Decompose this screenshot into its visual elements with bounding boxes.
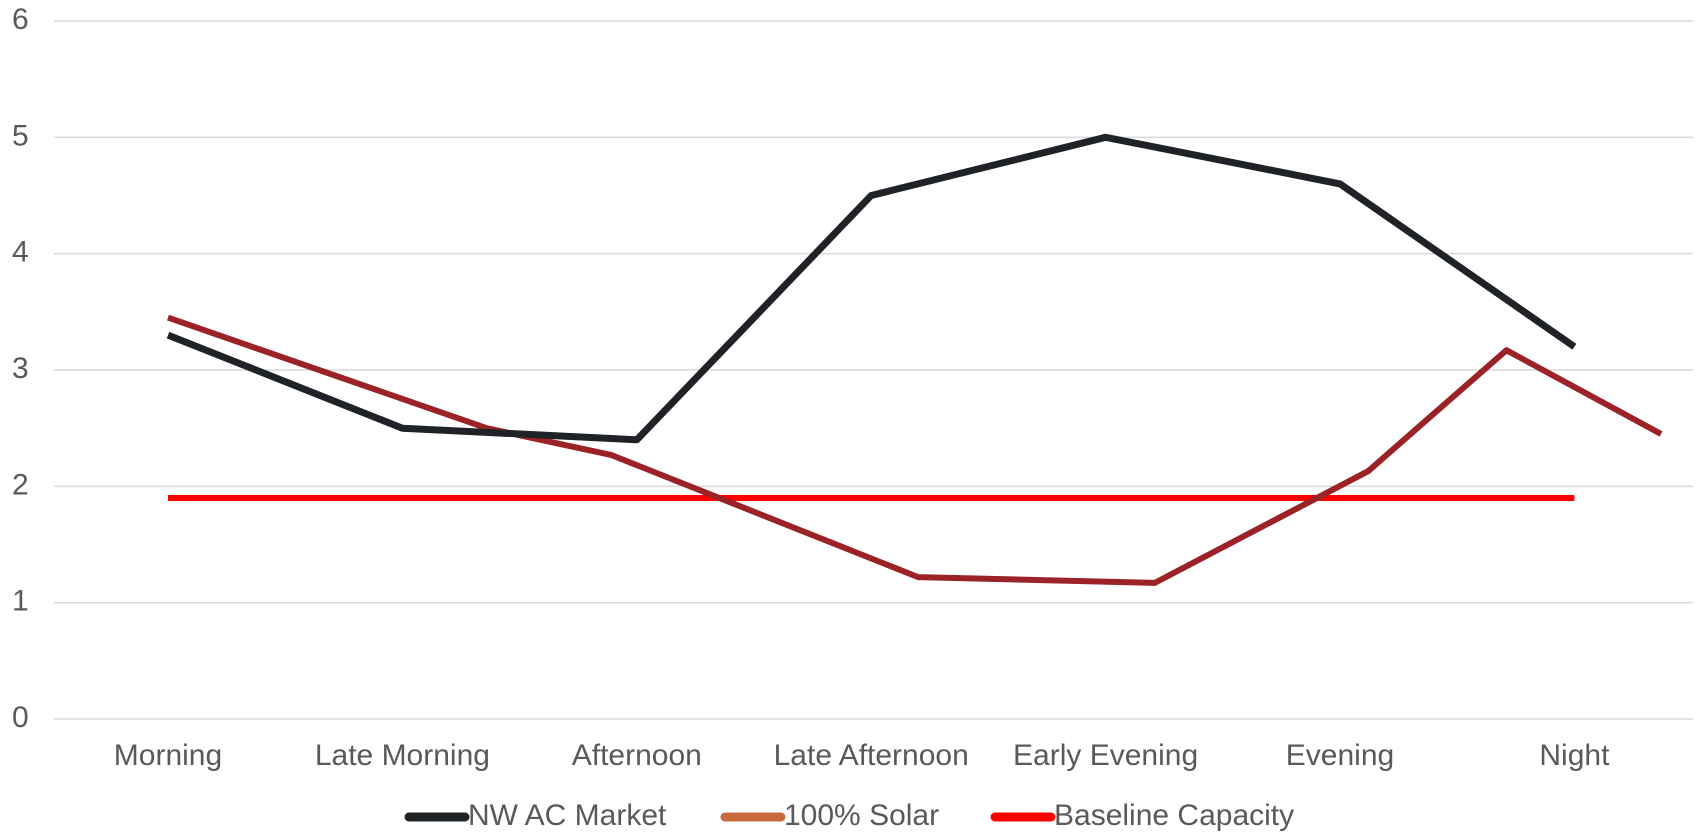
x-tick-label: Early Evening	[1013, 739, 1198, 772]
y-tick-label: 0	[12, 701, 29, 734]
x-tick-label: Night	[1539, 739, 1610, 772]
x-tick-label: Evening	[1286, 739, 1394, 772]
y-tick-label: 3	[12, 352, 29, 385]
y-tick-label: 4	[12, 236, 29, 269]
x-tick-label: Afternoon	[572, 739, 702, 772]
x-tick-label: Late Morning	[315, 739, 490, 772]
legend-label: 100% Solar	[784, 799, 939, 832]
y-tick-label: 2	[12, 468, 29, 501]
series-line	[167, 314, 1663, 586]
x-tick-label: Morning	[114, 739, 222, 772]
x-tick-label: Late Afternoon	[774, 739, 969, 772]
y-tick-label: 5	[12, 119, 29, 152]
legend-label: NW AC Market	[468, 799, 667, 832]
series-line	[166, 133, 1577, 444]
legend-label: Baseline Capacity	[1054, 799, 1294, 832]
y-tick-label: 1	[12, 585, 29, 618]
y-tick-label: 6	[12, 3, 29, 36]
